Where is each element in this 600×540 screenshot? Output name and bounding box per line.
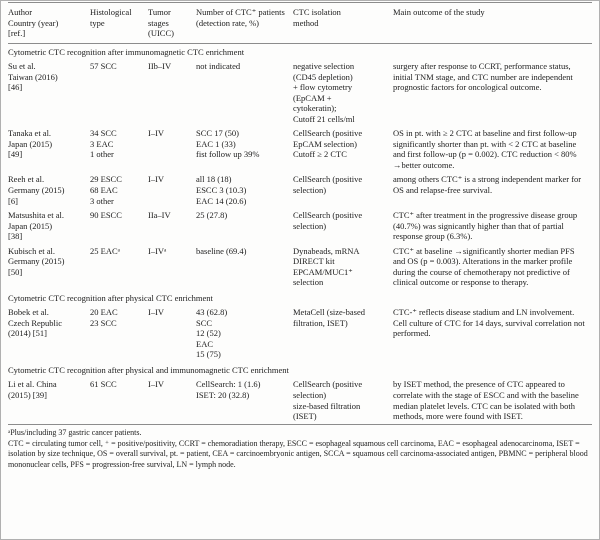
footnote-gastric: ᵃPlus/including 37 gastric cancer patien… (8, 427, 142, 437)
stages-cell: I–IV (148, 307, 165, 318)
study-row: Su et al. Taiwan (2016) [46] 57 SCC IIb–… (8, 59, 592, 126)
footnotes: ᵃPlus/including 37 gastric cancer patien… (8, 423, 592, 471)
column-header-author: Author Country (year) [ref.] (8, 2, 90, 44)
ctc-count-cell: 25 (27.8) (196, 210, 228, 221)
column-header-ctc-count: Number of CTC⁺ patients (detection rate,… (196, 2, 293, 44)
outcome-cell: CTC-⁺ reflects disease stadium and LN in… (393, 307, 585, 339)
author-cell: Reeh et al. Germany (2015) [6] (8, 174, 65, 206)
isolation-cell: MetaCell (size-based filtration, ISET) (293, 307, 365, 328)
stages-cell: I–IVᵃ (148, 245, 167, 256)
ctc-count-cell: SCC 17 (50) EAC 1 (33) fist follow up 39… (196, 128, 260, 160)
section-title: Cytometric CTC recognition after physica… (8, 292, 213, 303)
author-cell: Li et al. China (2015) [39] (8, 379, 57, 400)
column-header-outcome: Main outcome of the study (393, 2, 592, 44)
histology-cell: 90 ESCC (90, 210, 122, 221)
histology-cell: 57 SCC (90, 61, 117, 72)
author-cell: Tanaka et al. Japan (2015) [49] (8, 128, 53, 160)
column-header-isolation: CTC isolation method (293, 2, 393, 44)
isolation-cell: CellSearch (positive selection) (293, 174, 363, 195)
study-row: Kubisch et al. Germany (2015) [50] 25 EA… (8, 244, 592, 290)
outcome-cell: OS in pt. with ≥ 2 CTC at baseline and f… (393, 128, 577, 170)
histology-cell: 29 ESCC 68 EAC 3 other (90, 174, 122, 206)
histology-cell: 34 SCC 3 EAC 1 other (90, 128, 117, 160)
ctc-count-cell: 43 (62.8) SCC 12 (52) EAC 15 (75) (196, 307, 228, 360)
study-row: Li et al. China (2015) [39] 61 SCC I–IV … (8, 377, 592, 423)
outcome-cell: CTC⁺ after treatment in the progressive … (393, 210, 578, 242)
ctc-count-cell: not indicated (196, 61, 241, 72)
ctc-studies-table: Author Country (year) [ref.] Histologica… (8, 2, 592, 424)
study-row: Tanaka et al. Japan (2015) [49] 34 SCC 3… (8, 126, 592, 172)
outcome-cell: by ISET method, the presence of CTC appe… (393, 379, 579, 422)
study-row: Bobek et al. Czech Republic (2014) [51] … (8, 305, 592, 362)
section-header-row: Cytometric CTC recognition after physica… (8, 362, 592, 378)
outcome-cell: among others CTC⁺ is a strong independen… (393, 174, 582, 195)
isolation-cell: CellSearch (positive selection) (293, 210, 363, 231)
column-header-stages: Tumor stages (UICC) (148, 2, 196, 44)
header-row: Author Country (year) [ref.] Histologica… (8, 2, 592, 44)
histology-cell: 25 EACᵃ (90, 245, 120, 256)
isolation-cell: Dynabeads, mRNA DIRECT kit EPCAM/MUC1⁺ s… (293, 245, 360, 288)
section-title: Cytometric CTC recognition after physica… (8, 364, 289, 375)
stages-cell: I–IV (148, 128, 165, 139)
study-row: Matsushita et al. Japan (2015) [38] 90 E… (8, 208, 592, 244)
histology-cell: 61 SCC (90, 379, 117, 390)
isolation-cell: negative selection (CD45 depletion) + fl… (293, 61, 355, 124)
outcome-cell: surgery after response to CCRT, performa… (393, 61, 573, 93)
ctc-count-cell: CellSearch: 1 (1.6) ISET: 20 (32.8) (196, 379, 261, 400)
stages-cell: I–IV (148, 379, 165, 390)
ctc-count-cell: baseline (69.4) (196, 245, 247, 256)
ctc-count-cell: all 18 (18) ESCC 3 (10.3) EAC 14 (20.6) (196, 174, 247, 206)
histology-cell: 20 EAC 23 SCC (90, 307, 118, 328)
section-header-row: Cytometric CTC recognition after immunom… (8, 43, 592, 59)
stages-cell: I–IV (148, 174, 165, 185)
study-row: Reeh et al. Germany (2015) [6] 29 ESCC 6… (8, 172, 592, 208)
section-title: Cytometric CTC recognition after immunom… (8, 46, 245, 57)
author-cell: Bobek et al. Czech Republic (2014) [51] (8, 307, 63, 339)
isolation-cell: CellSearch (positive EpCAM selection) Cu… (293, 128, 363, 160)
outcome-cell: CTC⁺ at baseline →significantly shorter … (393, 245, 575, 288)
isolation-cell: CellSearch (positive selection) size-bas… (293, 379, 363, 422)
column-header-histology: Histological type (90, 2, 148, 44)
section-header-row: Cytometric CTC recognition after physica… (8, 290, 592, 306)
author-cell: Su et al. Taiwan (2016) [46] (8, 61, 58, 93)
stages-cell: IIb–IV (148, 61, 172, 72)
author-cell: Kubisch et al. Germany (2015) [50] (8, 245, 65, 277)
footnote-abbreviations: CTC = circulating tumor cell, ⁺ = positi… (8, 438, 588, 469)
stages-cell: IIa–IV (148, 210, 171, 221)
author-cell: Matsushita et al. Japan (2015) [38] (8, 210, 64, 242)
